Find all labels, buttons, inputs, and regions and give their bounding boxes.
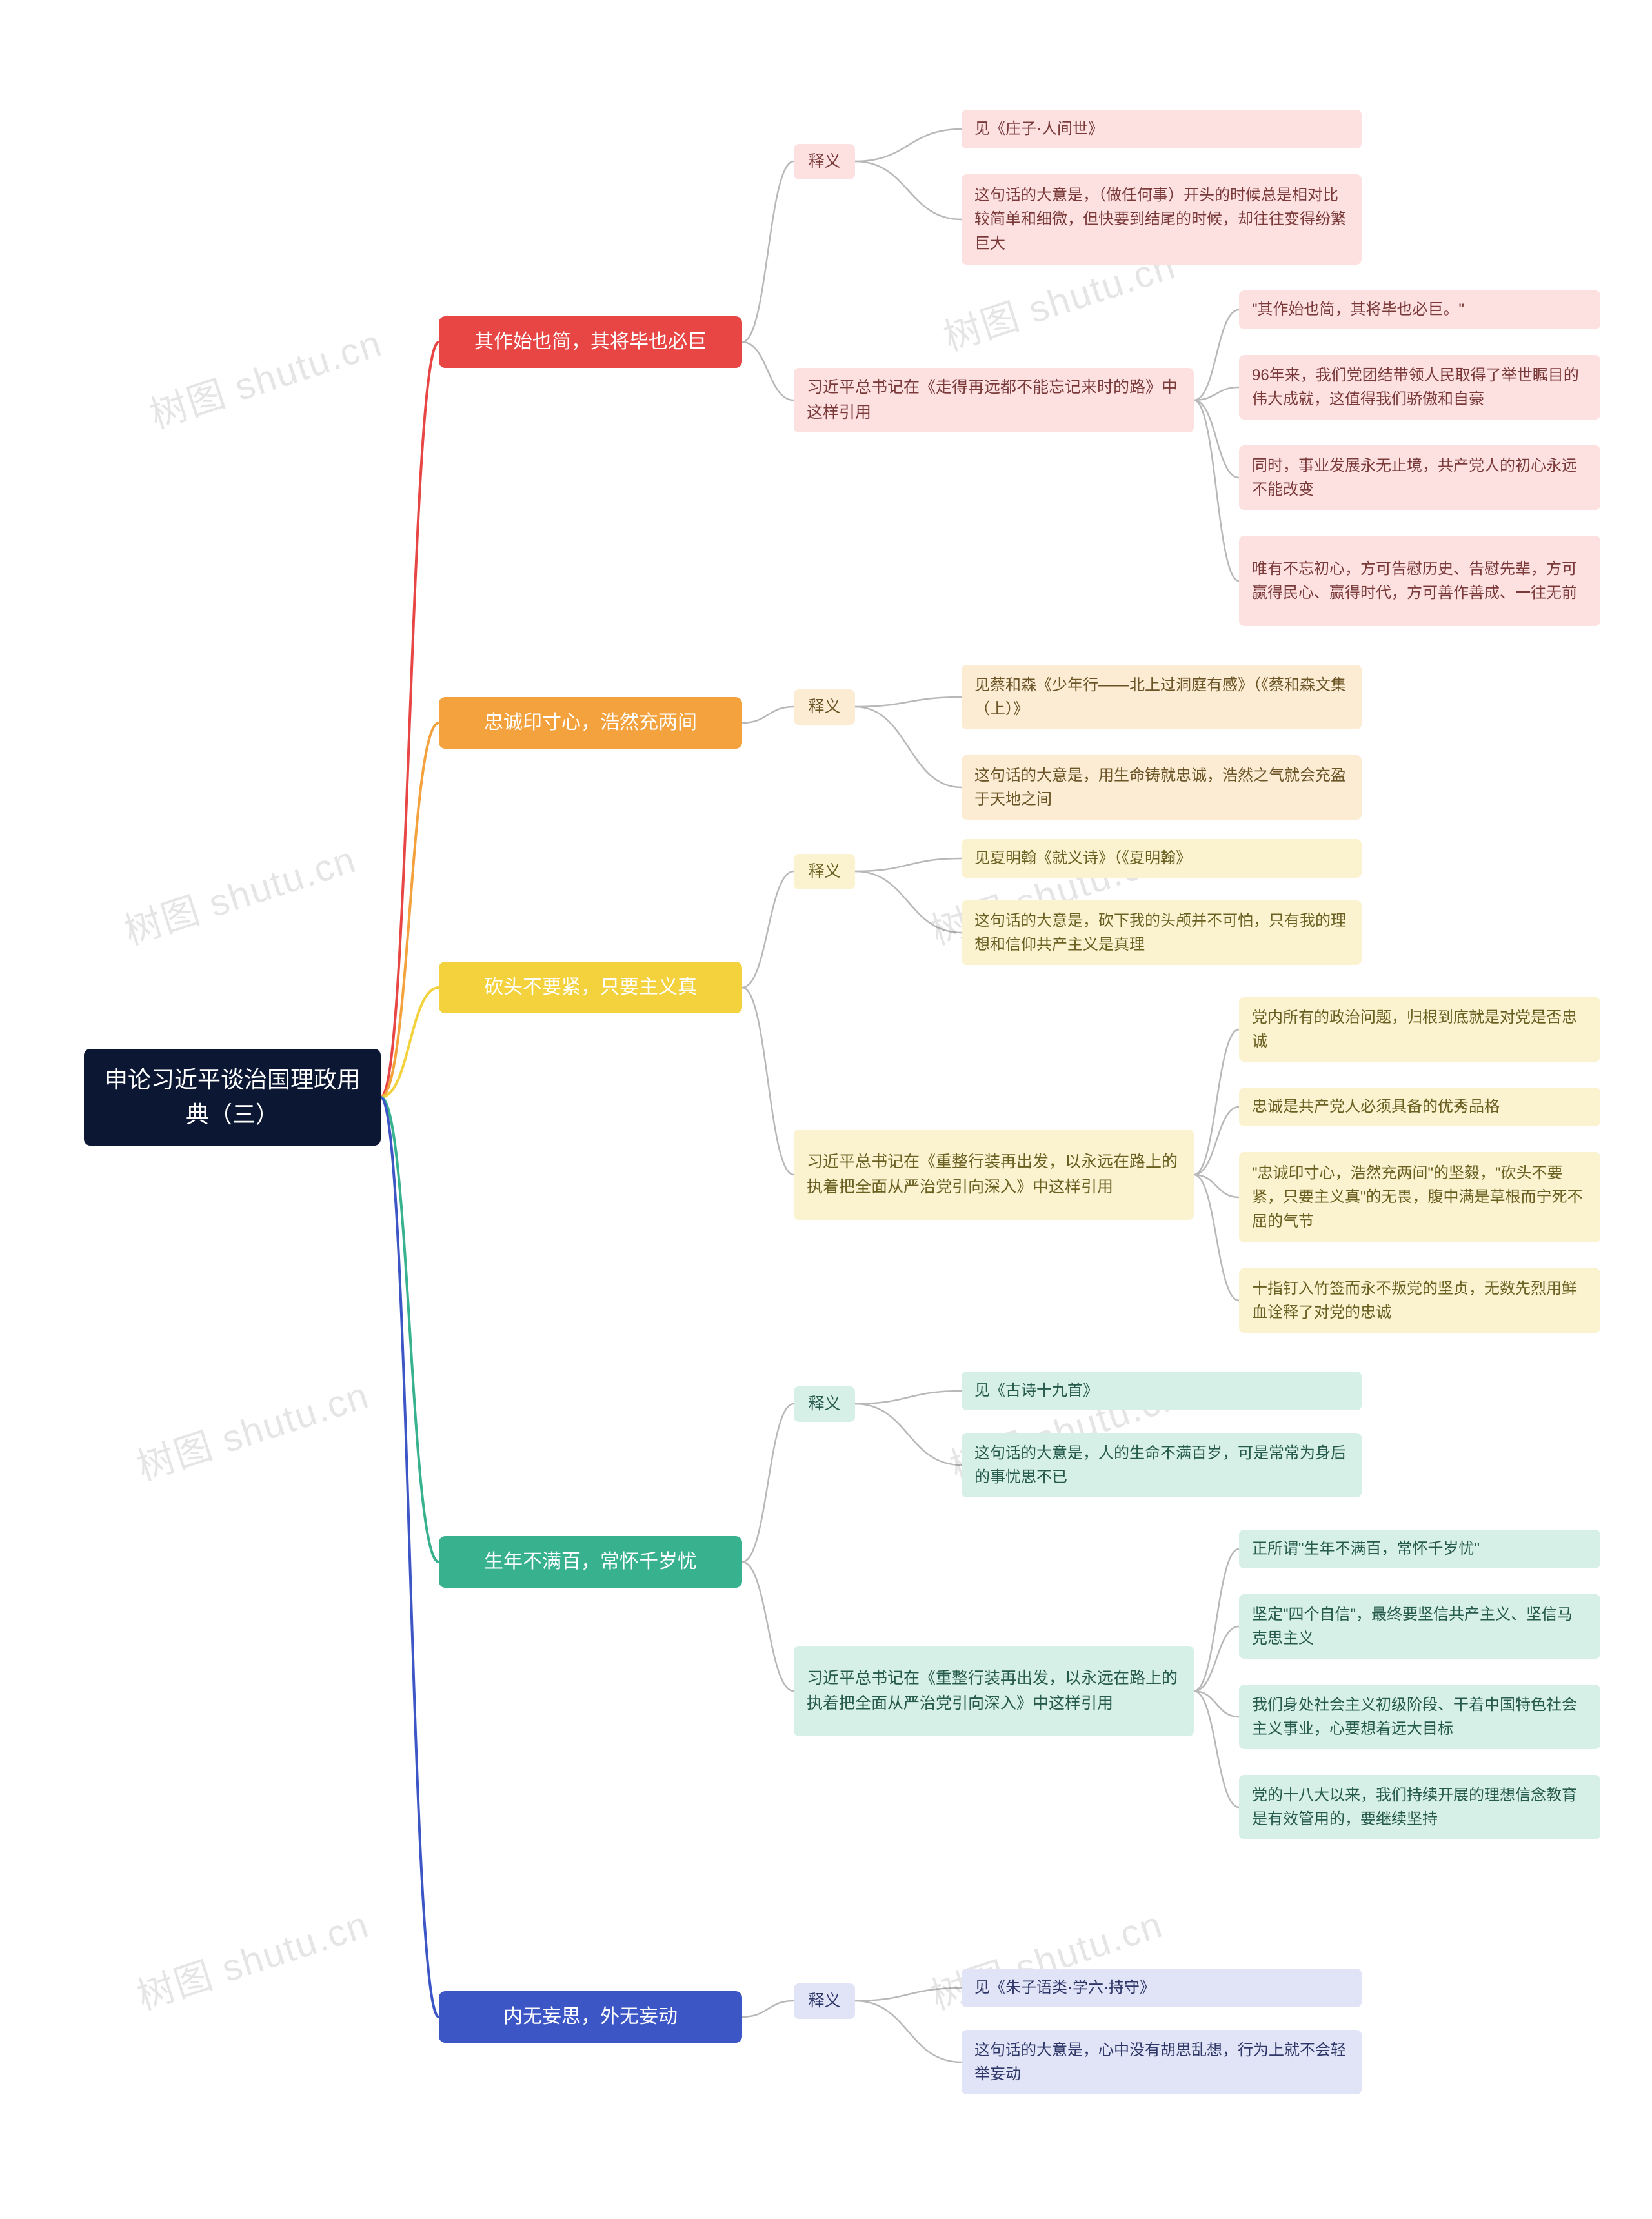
leaf-b1-0-1[interactable]: 这句话的大意是，（做任何事）开头的时候总是相对比较简单和细微，但快要到结尾的时候… [962,174,1362,265]
leaf-b1-0-0[interactable]: 见《庄子·人间世》 [962,110,1362,148]
branch-b1[interactable]: 其作始也简，其将毕也必巨 [439,316,742,368]
watermark: 树图 shutu.cn [116,829,362,955]
group-b1-0[interactable]: 释义 [794,144,855,179]
group-b4-1-label: 习近平总书记在《重整行装再出发，以永远在路上的执着把全面从严治党引向深入》中这样… [807,1666,1181,1716]
leaf-b2-0-1[interactable]: 这句话的大意是，用生命铸就忠诚，浩然之气就会充盈于天地之间 [962,755,1362,820]
group-b4-0-label: 释义 [808,1392,840,1417]
group-b3-0[interactable]: 释义 [794,854,855,889]
leaf-b3-1-3[interactable]: 十指钉入竹签而永不叛党的坚贞，无数先烈用鲜血诠释了对党的忠诚 [1239,1268,1600,1333]
leaf-b3-1-0-label: 党内所有的政治问题，归根到底就是对党是否忠诚 [1252,1006,1587,1053]
leaf-b1-1-1[interactable]: 96年来，我们党团结带领人民取得了举世瞩目的伟大成就，这值得我们骄傲和自豪 [1239,355,1600,420]
branch-b4[interactable]: 生年不满百，常怀千岁忧 [439,1536,742,1588]
leaf-b4-0-1[interactable]: 这句话的大意是，人的生命不满百岁，可是常常为身后的事忧思不已 [962,1433,1362,1497]
leaf-b1-1-3-label: 唯有不忘初心，方可告慰历史、告慰先辈，方可赢得民心、赢得时代，方可善作善成、一往… [1252,557,1587,605]
group-b1-1-label: 习近平总书记在《走得再远都不能忘记来时的路》中这样引用 [807,375,1181,425]
watermark: 树图 shutu.cn [142,313,388,439]
leaf-b4-0-0-label: 见《古诗十九首》 [974,1379,1098,1403]
leaf-b3-1-1[interactable]: 忠诚是共产党人必须具备的优秀品格 [1239,1088,1600,1126]
group-b4-0[interactable]: 释义 [794,1386,855,1422]
group-b4-1[interactable]: 习近平总书记在《重整行装再出发，以永远在路上的执着把全面从严治党引向深入》中这样… [794,1646,1194,1736]
group-b2-0-label: 释义 [808,694,840,720]
leaf-b2-0-1-label: 这句话的大意是，用生命铸就忠诚，浩然之气就会充盈于天地之间 [974,764,1349,811]
leaf-b3-0-0-label: 见夏明翰《就义诗》（《夏明翰》 [974,846,1191,870]
leaf-b3-1-3-label: 十指钉入竹签而永不叛党的坚贞，无数先烈用鲜血诠释了对党的忠诚 [1252,1277,1587,1324]
watermark: 树图 shutu.cn [129,1894,375,2020]
leaf-b5-0-0-label: 见《朱子语类·学六·持守》 [974,1976,1155,2000]
group-b3-1-label: 习近平总书记在《重整行装再出发，以永远在路上的执着把全面从严治党引向深入》中这样… [807,1150,1181,1200]
leaf-b3-0-1[interactable]: 这句话的大意是，砍下我的头颅并不可怕，只有我的理想和信仰共产主义是真理 [962,900,1362,965]
branch-b3-label: 砍头不要紧，只要主义真 [484,972,697,1003]
leaf-b1-1-2[interactable]: 同时，事业发展永无止境，共产党人的初心永远不能改变 [1239,445,1600,510]
leaf-b3-0-1-label: 这句话的大意是，砍下我的头颅并不可怕，只有我的理想和信仰共产主义是真理 [974,909,1349,957]
leaf-b5-0-1[interactable]: 这句话的大意是，心中没有胡思乱想，行为上就不会轻举妄动 [962,2030,1362,2094]
leaf-b1-1-3[interactable]: 唯有不忘初心，方可告慰历史、告慰先辈，方可赢得民心、赢得时代，方可善作善成、一往… [1239,536,1600,626]
branch-b4-label: 生年不满百，常怀千岁忧 [484,1546,697,1577]
leaf-b1-1-0[interactable]: "其作始也简，其将毕也必巨。" [1239,290,1600,329]
leaf-b1-1-2-label: 同时，事业发展永无止境，共产党人的初心永远不能改变 [1252,454,1587,502]
branch-b5-label: 内无妄思，外无妄动 [503,2001,678,2032]
leaf-b3-1-2-label: "忠诚印寸心，浩然充两间"的坚毅，"砍头不要紧，只要主义真"的无畏，腹中满是草根… [1252,1161,1587,1233]
mindmap-canvas: 树图 shutu.cn 树图 shutu.cn 树图 shutu.cn 树图 shut… [0,0,1652,2219]
leaf-b5-0-1-label: 这句话的大意是，心中没有胡思乱想，行为上就不会轻举妄动 [974,2038,1349,2086]
group-b5-0[interactable]: 释义 [794,1983,855,2019]
group-b1-0-label: 释义 [808,149,840,174]
leaf-b1-0-1-label: 这句话的大意是，（做任何事）开头的时候总是相对比较简单和细微，但快要到结尾的时候… [974,183,1349,256]
leaf-b1-0-0-label: 见《庄子·人间世》 [974,117,1103,141]
leaf-b4-1-3[interactable]: 党的十八大以来，我们持续开展的理想信念教育是有效管用的，要继续坚持 [1239,1775,1600,1839]
leaf-b2-0-0[interactable]: 见蔡和森《少年行——北上过洞庭有感》（《蔡和森文集（上）》 [962,665,1362,729]
root-node[interactable]: 申论习近平谈治国理政用 典（三） [84,1049,381,1146]
leaf-b4-0-1-label: 这句话的大意是，人的生命不满百岁，可是常常为身后的事忧思不已 [974,1441,1349,1489]
leaf-b3-1-2[interactable]: "忠诚印寸心，浩然充两间"的坚毅，"砍头不要紧，只要主义真"的无畏，腹中满是草根… [1239,1152,1600,1242]
group-b1-1[interactable]: 习近平总书记在《走得再远都不能忘记来时的路》中这样引用 [794,368,1194,432]
branch-b2-label: 忠诚印寸心，浩然充两间 [484,707,697,738]
group-b3-1[interactable]: 习近平总书记在《重整行装再出发，以永远在路上的执着把全面从严治党引向深入》中这样… [794,1130,1194,1220]
branch-b3[interactable]: 砍头不要紧，只要主义真 [439,962,742,1013]
leaf-b4-1-2[interactable]: 我们身处社会主义初级阶段、干着中国特色社会主义事业，心要想着远大目标 [1239,1685,1600,1749]
root-node-label: 申论习近平谈治国理政用 典（三） [105,1062,360,1132]
leaf-b4-1-1[interactable]: 坚定"四个自信"，最终要坚信共产主义、坚信马克思主义 [1239,1594,1600,1659]
leaf-b4-0-0[interactable]: 见《古诗十九首》 [962,1372,1362,1410]
leaf-b4-1-2-label: 我们身处社会主义初级阶段、干着中国特色社会主义事业，心要想着远大目标 [1252,1693,1587,1741]
leaf-b3-0-0[interactable]: 见夏明翰《就义诗》（《夏明翰》 [962,839,1362,878]
leaf-b5-0-0[interactable]: 见《朱子语类·学六·持守》 [962,1969,1362,2007]
leaf-b3-1-1-label: 忠诚是共产党人必须具备的优秀品格 [1252,1095,1500,1119]
group-b2-0[interactable]: 释义 [794,689,855,725]
leaf-b4-1-3-label: 党的十八大以来，我们持续开展的理想信念教育是有效管用的，要继续坚持 [1252,1783,1587,1831]
group-b5-0-label: 释义 [808,1989,840,2014]
leaf-b3-1-0[interactable]: 党内所有的政治问题，归根到底就是对党是否忠诚 [1239,997,1600,1062]
branch-b2[interactable]: 忠诚印寸心，浩然充两间 [439,697,742,749]
leaf-b4-1-0[interactable]: 正所谓"生年不满百，常怀千岁忧" [1239,1530,1600,1568]
leaf-b1-1-1-label: 96年来，我们党团结带领人民取得了举世瞩目的伟大成就，这值得我们骄傲和自豪 [1252,363,1587,411]
branch-b5[interactable]: 内无妄思，外无妄动 [439,1991,742,2043]
branch-b1-label: 其作始也简，其将毕也必巨 [474,327,707,358]
leaf-b1-1-0-label: "其作始也简，其将毕也必巨。" [1252,298,1464,321]
leaf-b4-1-0-label: 正所谓"生年不满百，常怀千岁忧" [1252,1537,1480,1561]
leaf-b2-0-0-label: 见蔡和森《少年行——北上过洞庭有感》（《蔡和森文集（上）》 [974,673,1349,721]
leaf-b4-1-1-label: 坚定"四个自信"，最终要坚信共产主义、坚信马克思主义 [1252,1603,1587,1650]
watermark: 树图 shutu.cn [129,1365,375,1491]
group-b3-0-label: 释义 [808,859,840,884]
